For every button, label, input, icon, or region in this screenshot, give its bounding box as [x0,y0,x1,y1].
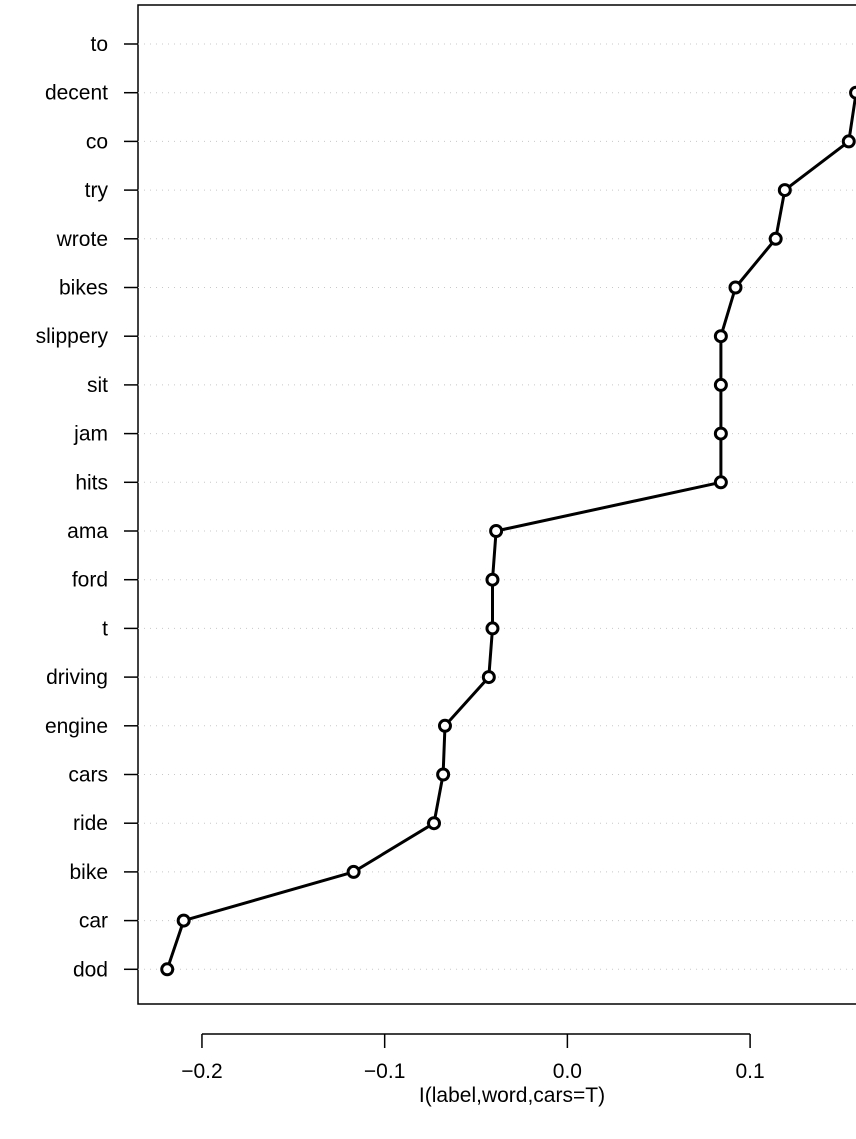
y-tick-label: hits [75,471,108,494]
y-tick-label: jam [73,423,108,446]
y-tick-label: driving [46,666,108,689]
y-tick-label: ama [67,520,108,543]
data-point-sit [713,377,728,392]
y-axis: to decent co try wrote bikes slippery sit jam hit… [36,33,138,981]
x-axis: −0.2 −0.1 0.0 0.1 [181,1033,765,1083]
y-tick-label: bikes [59,277,108,300]
y-tick-label: co [86,130,108,153]
data-point-t [485,621,500,636]
y-tick-label: try [85,179,109,202]
x-tick-label: −0.2 [181,1060,222,1083]
data-point-slippery [713,329,728,344]
plot-frame [137,4,856,1005]
data-point-jam [713,426,728,441]
y-tick-label: ford [72,569,108,592]
x-tick-label: 0.0 [553,1060,582,1083]
y-tick-label: slippery [36,325,109,348]
y-tick-label: engine [45,715,108,738]
data-point-cars [436,767,451,782]
y-tick-label: decent [45,82,108,105]
y-tick-label: bike [69,861,108,884]
grid-lines [138,43,856,970]
data-point-try [777,183,792,198]
series-line [165,88,856,970]
data-point-engine [437,718,452,733]
y-tick-label: ride [73,812,108,835]
data-point-ford [485,572,500,587]
data-point-dod [160,962,175,977]
series [160,85,856,977]
y-tick-label: t [102,617,108,640]
y-tick-label: sit [87,374,108,397]
y-tick-label: car [79,910,108,933]
data-point-ama [489,524,504,538]
y-tick-label: to [90,33,108,56]
data-point-driving [481,670,496,685]
data-point-car [176,913,191,928]
data-point-ride [427,816,441,831]
x-axis-title: I(label,word,cars=T) [419,1084,605,1107]
data-point-bikes [728,280,743,295]
x-tick-label: −0.1 [364,1060,405,1083]
y-tick-label: dod [73,958,108,981]
y-tick-label: wrote [56,228,108,251]
data-point-decent [849,85,856,100]
y-tick-label: cars [68,764,108,787]
data-point-wrote [768,231,783,246]
data-point-bike [346,864,361,879]
data-point-hits [713,475,728,490]
x-tick-label: 0.1 [735,1060,764,1083]
data-point-co [841,134,856,149]
